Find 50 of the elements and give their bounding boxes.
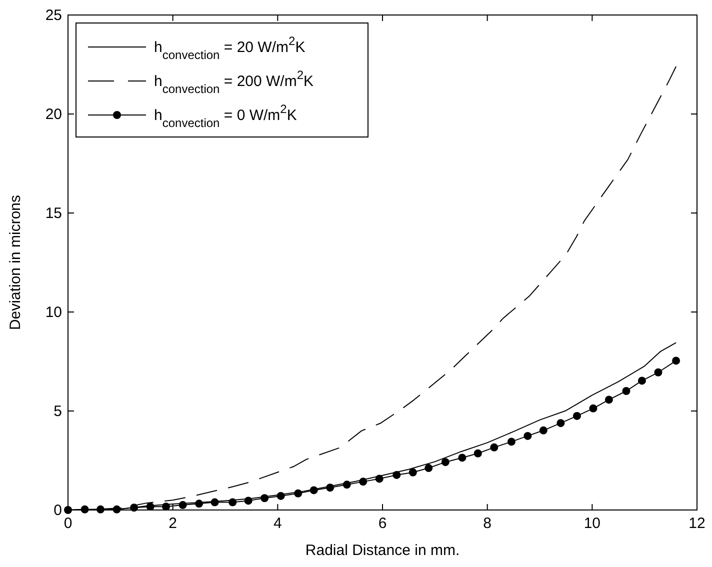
point: [375, 474, 384, 483]
point: [276, 492, 285, 500]
legend-label: h$_{convection}$ = 0 W/m$^{2}$K: [154, 102, 297, 130]
y-tick-label: 0: [54, 502, 62, 519]
point: [178, 501, 187, 510]
point: [195, 500, 204, 508]
y-axis-title: Deviation in microns: [7, 194, 24, 330]
point: [162, 502, 170, 511]
point: [572, 412, 581, 420]
point: [474, 449, 482, 458]
point: [458, 454, 466, 462]
y-tick-label: 25: [45, 7, 62, 24]
point: [524, 432, 532, 440]
point: [604, 396, 613, 404]
y-tick-label: 10: [45, 304, 62, 321]
point: [556, 419, 565, 428]
x-tick-label: 10: [584, 515, 601, 532]
x-tick-label: 2: [168, 515, 178, 532]
point: [589, 404, 598, 412]
y-tick-label: 15: [45, 205, 62, 222]
point: [244, 496, 252, 505]
point: [539, 426, 548, 434]
point: [408, 468, 417, 476]
point: [622, 387, 630, 395]
point: [654, 368, 662, 376]
legend-label: h$_{convection}$ = 20 W/m$^{2}$K: [154, 34, 306, 62]
point: [392, 470, 401, 479]
x-axis-title: Radial Distance in mm.: [305, 542, 460, 559]
y-tick-label: 20: [45, 106, 62, 123]
point: [146, 502, 154, 511]
point: [507, 438, 516, 446]
point: [228, 498, 237, 506]
x-tick-label: 8: [483, 515, 492, 532]
x-tick-label: 6: [378, 515, 387, 532]
point: [638, 376, 646, 385]
point: [294, 489, 302, 498]
point: [424, 464, 433, 472]
point: [210, 498, 219, 506]
y-tick-label: 5: [54, 403, 62, 420]
x-tick-label: 12: [688, 515, 706, 532]
point: [441, 458, 450, 466]
point: [260, 494, 269, 502]
legend-label: h$_{convection}$ = 200 W/m$^{2}$K: [154, 68, 314, 96]
point: [359, 478, 368, 486]
x-tick-label: 4: [273, 515, 282, 532]
point: [672, 356, 680, 365]
point: [490, 443, 498, 452]
point: [342, 480, 351, 489]
point: [326, 484, 334, 492]
point: [310, 486, 318, 494]
